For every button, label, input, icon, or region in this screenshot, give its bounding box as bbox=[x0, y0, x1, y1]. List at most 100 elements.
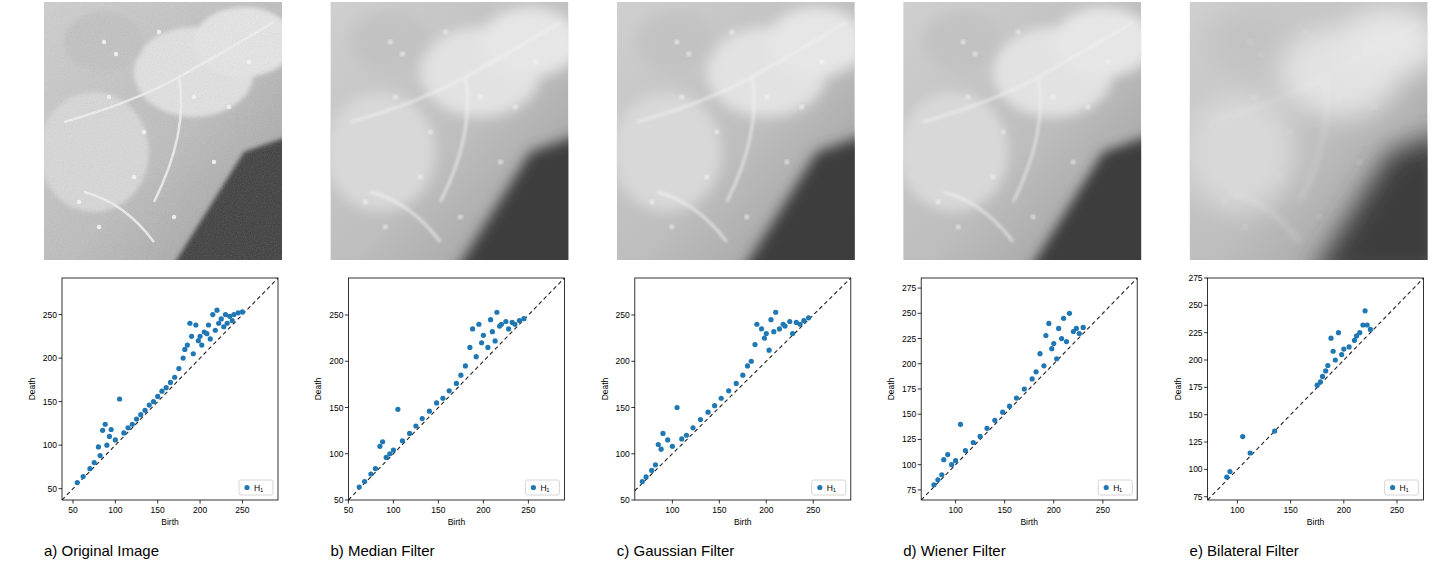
point bbox=[92, 460, 97, 465]
point bbox=[1049, 346, 1054, 351]
point bbox=[759, 326, 764, 331]
point bbox=[939, 472, 944, 477]
y-tick-label: 100 bbox=[329, 449, 343, 459]
image-panel bbox=[1190, 2, 1428, 260]
point bbox=[1336, 330, 1341, 335]
streak bbox=[637, 22, 847, 122]
y-tick-label: 200 bbox=[43, 353, 57, 363]
point bbox=[787, 319, 792, 324]
calcification bbox=[1357, 160, 1361, 164]
y-tick-label: 200 bbox=[1188, 355, 1202, 365]
y-tick bbox=[918, 363, 922, 364]
point bbox=[1323, 368, 1328, 373]
y-tick bbox=[918, 389, 922, 390]
y-tick bbox=[918, 439, 922, 440]
x-tick-label: 150 bbox=[998, 505, 1012, 515]
x-tick-label: 250 bbox=[1390, 505, 1404, 515]
point bbox=[656, 442, 661, 447]
calcification bbox=[1222, 200, 1226, 204]
y-tick bbox=[1204, 414, 1208, 415]
y-tick-label: 150 bbox=[902, 409, 916, 419]
point bbox=[764, 331, 769, 336]
point bbox=[640, 479, 645, 484]
x-tick bbox=[157, 500, 158, 504]
point bbox=[1043, 333, 1048, 338]
point bbox=[107, 434, 112, 439]
x-tick-label: 100 bbox=[386, 505, 400, 515]
point bbox=[1046, 321, 1051, 326]
dark-region bbox=[737, 132, 855, 260]
calcification bbox=[936, 200, 940, 204]
point bbox=[362, 479, 367, 484]
calcification bbox=[1086, 105, 1090, 109]
bright-region bbox=[617, 92, 722, 212]
x-tick-label: 150 bbox=[431, 505, 445, 515]
point bbox=[749, 359, 754, 364]
calcification bbox=[1277, 175, 1281, 179]
point bbox=[517, 318, 522, 323]
frame bbox=[1208, 278, 1424, 500]
y-tick bbox=[1204, 332, 1208, 333]
point bbox=[941, 457, 946, 462]
y-tick bbox=[345, 500, 349, 501]
point bbox=[458, 373, 463, 378]
point bbox=[712, 403, 717, 408]
y-tick bbox=[345, 453, 349, 454]
point bbox=[1224, 474, 1229, 479]
x-tick bbox=[528, 500, 529, 504]
point bbox=[407, 431, 412, 436]
calcification bbox=[973, 52, 977, 56]
point bbox=[121, 430, 126, 435]
calcification bbox=[1051, 95, 1055, 99]
plot-area bbox=[348, 278, 564, 500]
legend-label: H₁ bbox=[540, 483, 549, 493]
point bbox=[1022, 386, 1027, 391]
streak bbox=[727, 77, 754, 202]
y-tick-label: 125 bbox=[1188, 437, 1202, 447]
point bbox=[159, 389, 164, 394]
point bbox=[1227, 469, 1232, 474]
bright-region bbox=[330, 92, 435, 212]
frame bbox=[921, 278, 1137, 500]
point bbox=[658, 447, 663, 452]
x-tick-label: 100 bbox=[948, 505, 962, 515]
plot-area bbox=[921, 278, 1137, 500]
marks bbox=[62, 278, 278, 500]
point bbox=[208, 336, 213, 341]
legend-box bbox=[1385, 480, 1419, 495]
figure: 5010015020025050100150200250BirthDeathH₁… bbox=[0, 0, 1432, 568]
panel-caption: b) Median Filter bbox=[330, 542, 434, 559]
point bbox=[117, 396, 122, 401]
y-tick-label: 250 bbox=[43, 310, 57, 320]
point bbox=[155, 394, 160, 399]
marks bbox=[348, 278, 564, 500]
y-tick-label: 225 bbox=[902, 334, 916, 344]
calcification bbox=[1001, 130, 1005, 134]
calcification bbox=[1259, 52, 1263, 56]
point bbox=[503, 319, 508, 324]
point bbox=[1007, 404, 1012, 409]
x-tick bbox=[1290, 500, 1291, 504]
point bbox=[479, 340, 484, 345]
streak bbox=[440, 77, 467, 202]
point bbox=[665, 437, 670, 442]
point bbox=[87, 466, 92, 471]
frame bbox=[62, 278, 278, 500]
point bbox=[434, 400, 439, 405]
y-tick bbox=[631, 407, 635, 408]
dark-region bbox=[1310, 132, 1428, 260]
legend-box bbox=[525, 480, 559, 495]
diagonal bbox=[1208, 278, 1424, 500]
point bbox=[752, 342, 757, 347]
x-tick-label: 200 bbox=[1047, 505, 1061, 515]
y-tick-label: 50 bbox=[620, 495, 630, 505]
point bbox=[206, 322, 211, 327]
y-axis-title: Death bbox=[313, 377, 323, 400]
panel-caption: d) Wiener Filter bbox=[903, 542, 1006, 559]
point bbox=[368, 472, 373, 477]
point bbox=[1074, 326, 1079, 331]
y-tick bbox=[345, 361, 349, 362]
point bbox=[790, 331, 795, 336]
legend-marker bbox=[1390, 485, 1395, 490]
point bbox=[754, 322, 759, 327]
